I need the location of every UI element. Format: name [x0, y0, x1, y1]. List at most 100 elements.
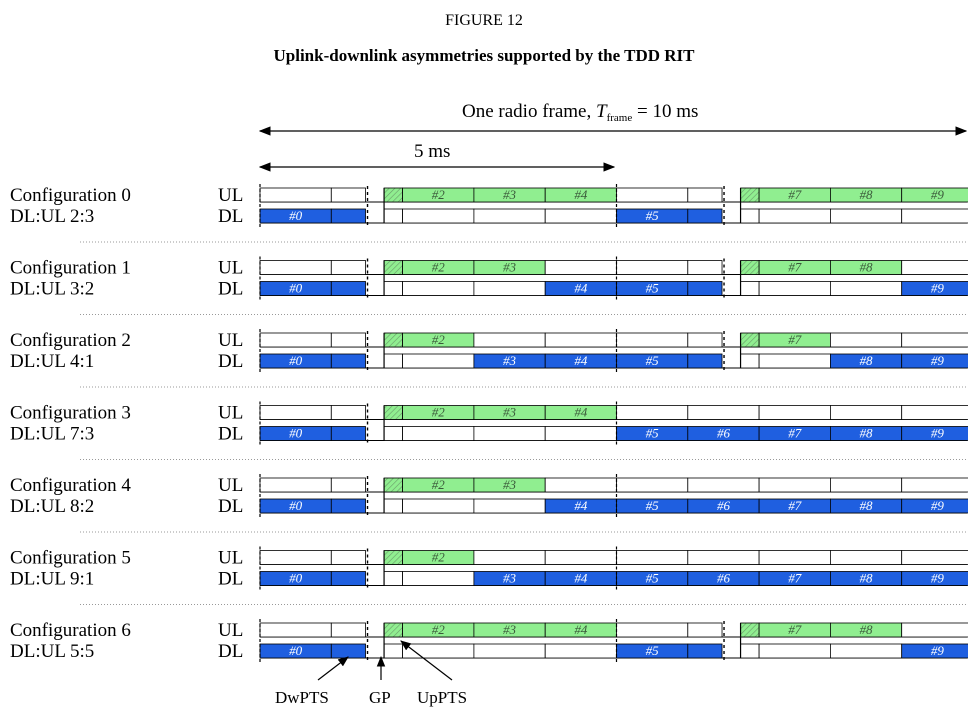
subframe-number-0: #0	[289, 353, 303, 368]
configuration-name: Configuration 6	[10, 620, 131, 641]
dl-label: DL	[218, 496, 243, 517]
ul-subframe-8	[830, 405, 903, 420]
configuration-ratio: DL:UL 4:1	[10, 351, 94, 372]
dl-dwpts-slot	[687, 353, 723, 369]
subframe-number-2: #2	[432, 187, 446, 202]
subframe-number-3: #3	[503, 622, 517, 637]
subframe-number-4: #4	[574, 405, 588, 420]
figure-title: Uplink-downlink asymmetries supported by…	[273, 46, 695, 65]
ul-label: UL	[218, 330, 243, 351]
subframe-number-5: #5	[646, 571, 660, 586]
dl-subframe-8	[830, 281, 903, 296]
subframe-number-2: #2	[432, 405, 446, 420]
subframe-number-8: #8	[860, 498, 874, 513]
subframe-number-8: #8	[860, 260, 874, 275]
ul-subframe-4	[544, 332, 617, 348]
ul-uppts-slot	[740, 260, 760, 275]
subframe-number-0: #0	[289, 281, 303, 296]
dl-dwpts-slot	[687, 643, 723, 659]
subframe-number-0: #0	[289, 643, 303, 658]
dl-dwpts-slot	[330, 643, 366, 659]
dl-dwpts-slot	[330, 426, 366, 441]
dl-uppts-slot	[383, 643, 404, 659]
ul-subframe-5	[616, 550, 689, 565]
dl-subframe-2	[402, 571, 475, 586]
dl-dwpts-slot	[330, 571, 366, 586]
ul-subframe-7	[758, 550, 831, 565]
ul-subframe-9	[901, 622, 968, 638]
configuration-ratio: DL:UL 9:1	[10, 569, 94, 590]
ul-subframe-8	[830, 477, 903, 493]
subframe-number-4: #4	[574, 498, 588, 513]
subframe-number-8: #8	[860, 426, 874, 441]
ul-dwpts-slot	[330, 405, 366, 420]
configuration-ratio: DL:UL 3:2	[10, 279, 94, 300]
subframe-number-6: #6	[717, 571, 731, 586]
ul-subframe-4	[544, 260, 617, 275]
subframe-number-8: #8	[860, 622, 874, 637]
dl-subframe-7	[758, 208, 831, 224]
ul-subframe-8	[830, 550, 903, 565]
subframe-number-7: #7	[788, 187, 802, 202]
dl-uppts-slot	[383, 353, 404, 369]
ul-subframe-9	[901, 405, 968, 420]
subframe-number-3: #3	[503, 477, 517, 492]
ul-dwpts-slot	[330, 550, 366, 565]
subframe-number-9: #9	[931, 187, 945, 202]
subframe-number-9: #9	[931, 498, 945, 513]
subframe-number-9: #9	[931, 571, 945, 586]
ul-uppts-slot	[383, 405, 404, 420]
ul-label: UL	[218, 403, 243, 424]
ul-label: UL	[218, 548, 243, 569]
ul-uppts-slot	[740, 187, 760, 203]
dl-subframe-2	[402, 281, 475, 296]
dl-subframe-3	[473, 643, 546, 659]
ul-subframe-3	[473, 332, 546, 348]
configuration-name: Configuration 0	[10, 185, 131, 206]
subframe-number-4: #4	[574, 187, 588, 202]
ul-subframe-6	[687, 477, 760, 493]
dl-dwpts-slot	[330, 281, 366, 296]
dl-subframe-9	[901, 498, 968, 514]
ul-uppts-slot	[383, 622, 404, 638]
dl-uppts-slot	[383, 281, 404, 296]
subframe-number-2: #2	[432, 260, 446, 275]
configuration-name: Configuration 2	[10, 330, 131, 351]
ul-subframe-5	[616, 477, 689, 493]
ul-subframe-8	[830, 332, 903, 348]
ul-dwpts-slot	[687, 260, 723, 275]
dl-subframe-9	[901, 208, 968, 224]
dl-label: DL	[218, 279, 243, 300]
subframe-number-2: #2	[432, 550, 446, 565]
dl-subframe-2	[402, 353, 475, 369]
dl-subframe-8	[830, 643, 903, 659]
frame-length-label: One radio frame, Tframe = 10 ms	[462, 101, 698, 124]
ul-dwpts-slot	[687, 622, 723, 638]
dl-uppts-slot	[740, 643, 760, 659]
ul-subframe-7	[758, 405, 831, 420]
ul-uppts-slot	[740, 622, 760, 638]
subframe-number-3: #3	[503, 405, 517, 420]
configuration-ratio: DL:UL 5:5	[10, 641, 94, 662]
configuration-name: Configuration 5	[10, 548, 131, 569]
subframe-number-7: #7	[788, 622, 802, 637]
subframe-number-6: #6	[717, 426, 731, 441]
ul-subframe-6	[687, 550, 760, 565]
ul-dwpts-slot	[687, 332, 723, 348]
configuration-ratio: DL:UL 7:3	[10, 424, 94, 445]
configuration-ratio: DL:UL 8:2	[10, 496, 94, 517]
configuration-name: Configuration 3	[10, 403, 131, 424]
dl-dwpts-slot	[687, 281, 723, 296]
ul-subframe-0	[259, 260, 332, 275]
ul-subframe-4	[544, 550, 617, 565]
subframe-number-2: #2	[432, 622, 446, 637]
dl-dwpts-slot	[687, 208, 723, 224]
ul-subframe-7	[758, 477, 831, 493]
subframe-number-8: #8	[860, 353, 874, 368]
subframe-number-0: #0	[289, 208, 303, 223]
ul-dwpts-slot	[330, 477, 366, 493]
